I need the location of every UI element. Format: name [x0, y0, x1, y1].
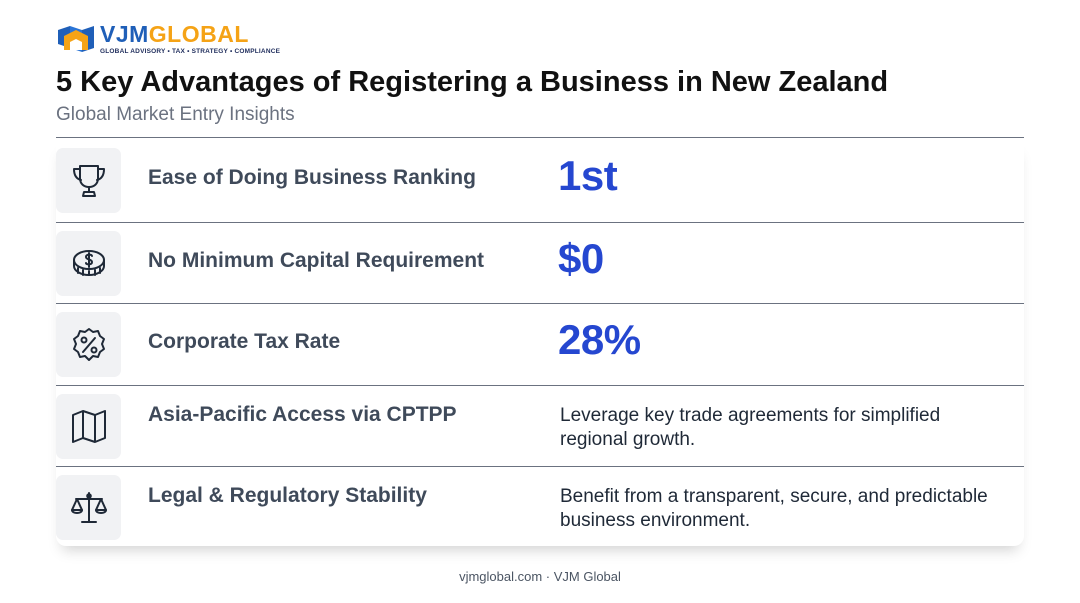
vjm-logo-icon — [58, 26, 94, 52]
advantage-value: $0 — [558, 234, 604, 282]
advantage-detail: Leverage key trade agreements for simpli… — [560, 404, 941, 450]
brand-name: VJMGLOBAL — [100, 21, 249, 47]
header-divider — [56, 137, 1024, 138]
scales-icon — [56, 475, 121, 540]
advantage-value: 28% — [558, 316, 641, 363]
advantage-value: 1st — [558, 152, 618, 199]
footer-text: vjmglobal.com · VJM Global — [459, 569, 621, 584]
advantage-row-cptpp: Asia-Pacific Access via CPTPP Leverage k… — [56, 384, 1024, 467]
advantage-label: Asia-Pacific Access via CPTPP — [148, 402, 457, 426]
coin-icon — [56, 230, 121, 296]
advantage-row-tax: Corporate Tax Rate 28% — [56, 303, 1024, 385]
advantage-label: No Minimum Capital Requirement — [148, 248, 485, 272]
advantage-label: Legal & Regulatory Stability — [148, 484, 427, 507]
advantage-label: Ease of Doing Business Ranking — [148, 166, 476, 189]
advantage-row-capital: No Minimum Capital Requirement $0 — [56, 221, 1024, 304]
advantages-table: Ease of Doing Business Ranking 1st No Mi… — [56, 140, 1024, 546]
brand-logo: VJMGLOBAL GLOBAL ADVISORY • TAX • STRATE… — [56, 22, 280, 56]
trophy-icon — [56, 148, 121, 213]
percent-badge-icon — [56, 312, 121, 377]
advantage-row-legal: Legal & Regulatory Stability Benefit fro… — [56, 466, 1024, 548]
page-subtitle: Global Market Entry Insights — [56, 104, 295, 125]
advantage-row-ranking: Ease of Doing Business Ranking 1st — [56, 140, 1024, 222]
advantage-label: Corporate Tax Rate — [148, 330, 341, 353]
page-title: 5 Key Advantages of Registering a Busine… — [56, 66, 889, 98]
advantage-detail: Benefit from a transparent, secure, and … — [560, 486, 988, 531]
map-icon — [56, 393, 121, 459]
brand-tagline: GLOBAL ADVISORY • TAX • STRATEGY • COMPL… — [100, 48, 281, 55]
